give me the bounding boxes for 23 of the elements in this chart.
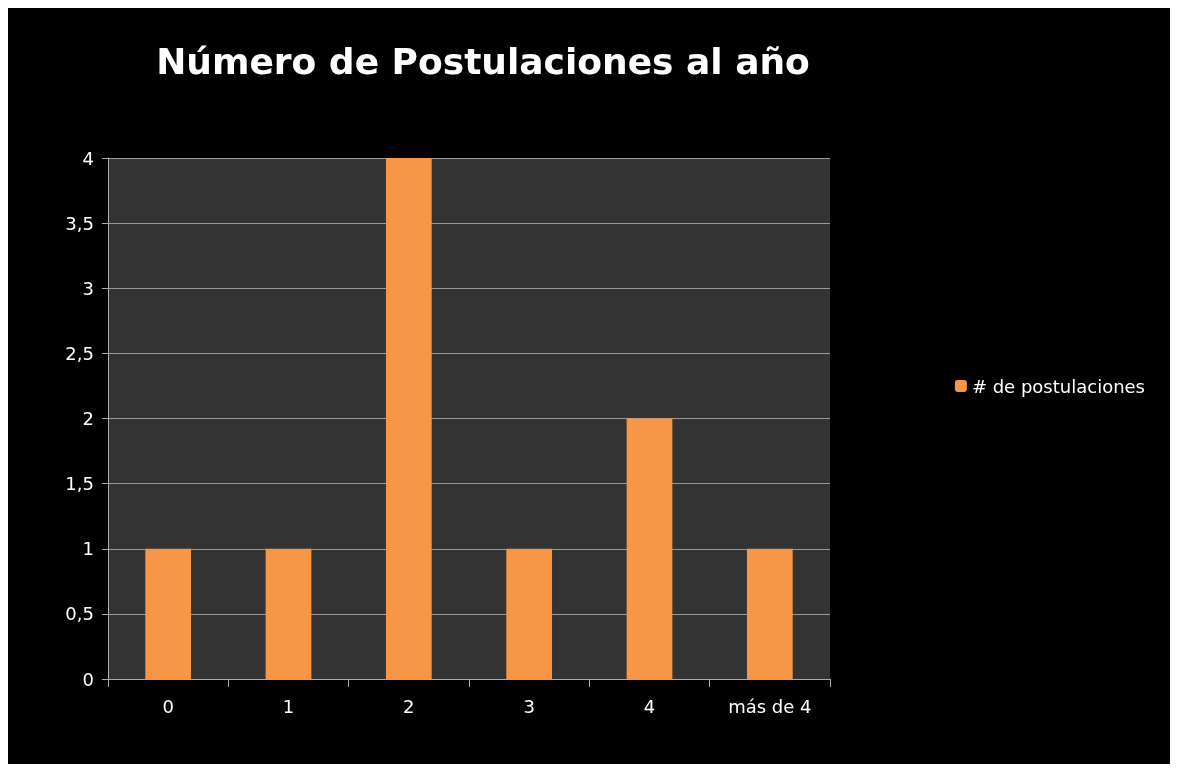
bar xyxy=(145,548,192,679)
y-tick-label: 3,5 xyxy=(65,212,94,234)
y-tick-label: 2 xyxy=(82,408,94,429)
chart-title: Número de Postulaciones al año xyxy=(156,40,810,82)
y-tick-label: 1 xyxy=(82,538,94,560)
x-tick-label: 4 xyxy=(643,695,656,717)
y-tick-label: 0 xyxy=(82,668,94,690)
y-tick-label: 1,5 xyxy=(65,473,94,495)
x-tick-label: 1 xyxy=(282,695,295,717)
legend-label: # de postulaciones xyxy=(971,375,1145,397)
bar xyxy=(746,548,793,679)
y-tick-label: 0,5 xyxy=(65,603,94,625)
bar xyxy=(626,418,673,679)
bar xyxy=(506,548,553,679)
x-tick-label: 3 xyxy=(523,695,535,717)
x-tick-label: 2 xyxy=(403,695,415,717)
y-tick-label: 4 xyxy=(82,147,94,169)
y-tick-label: 3 xyxy=(82,277,94,299)
y-tick-label: 2,5 xyxy=(65,342,94,364)
x-tick-label: 0 xyxy=(162,695,174,717)
bar xyxy=(385,158,432,679)
bar xyxy=(265,548,312,679)
x-tick-label: más de 4 xyxy=(728,695,812,717)
